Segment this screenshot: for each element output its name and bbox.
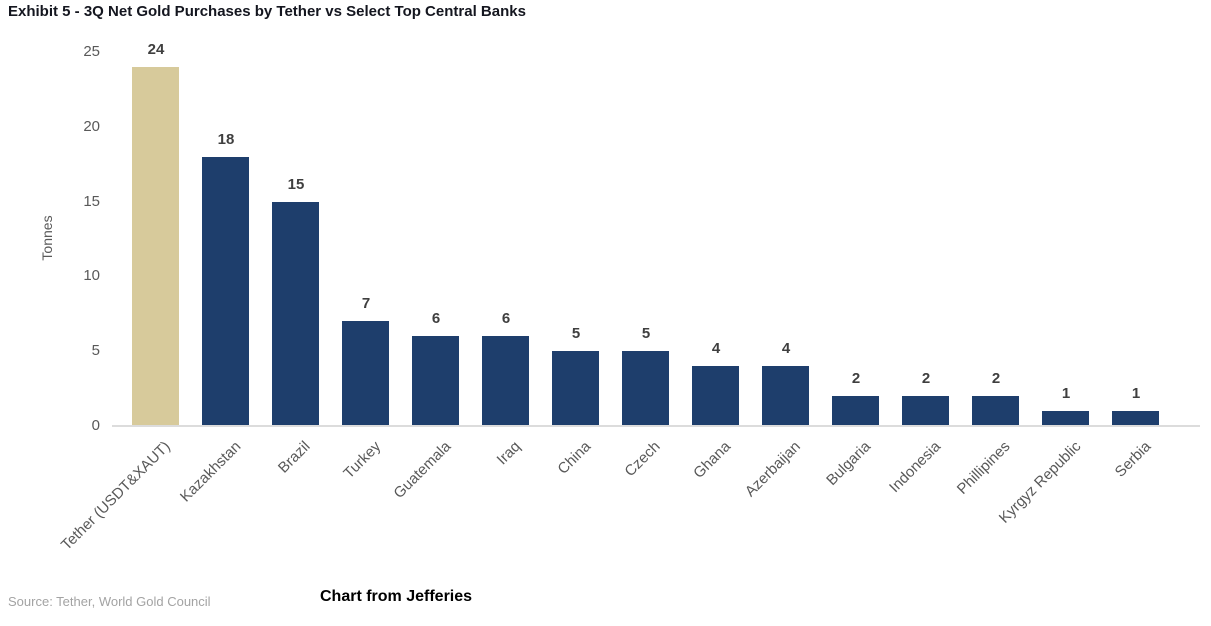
x-axis-label: Indonesia — [885, 438, 945, 497]
bar-tether-usdt-xaut- — [132, 67, 179, 426]
value-label: 24 — [147, 41, 165, 58]
value-label: 5 — [571, 325, 581, 342]
x-axis-label: China — [554, 438, 595, 478]
y-tick-label-10: 10 — [83, 267, 100, 285]
x-axis-label: Phillipines — [954, 438, 1015, 498]
value-label: 2 — [851, 370, 861, 387]
x-axis-label: Iraq — [493, 438, 525, 469]
value-label: 1 — [1131, 385, 1141, 402]
value-label: 5 — [641, 325, 651, 342]
bar-bulgaria — [832, 396, 879, 426]
bar-iraq — [482, 336, 529, 426]
x-axis-label: Serbia — [1111, 438, 1155, 481]
y-tick-label-5: 5 — [91, 342, 100, 360]
value-label: 4 — [711, 340, 721, 357]
source-text: Source: Tether, World Gold Council — [8, 594, 211, 609]
bar-indonesia — [902, 396, 949, 426]
bar-kazakhstan — [202, 157, 249, 426]
bar-kyrgyz-republic — [1042, 411, 1089, 426]
y-tick-label-25: 25 — [83, 43, 100, 60]
value-label: 2 — [991, 370, 1001, 387]
x-axis-label: Azerbaijan — [741, 438, 805, 501]
value-label: 6 — [501, 310, 511, 327]
y-tick-label-0: 0 — [91, 417, 100, 434]
value-label: 15 — [287, 176, 305, 193]
x-axis-label: Brazil — [275, 438, 315, 477]
y-tick-label-15: 15 — [83, 192, 100, 210]
x-axis-label: Turkey — [339, 438, 385, 483]
bar-czech — [622, 351, 669, 426]
y-tick-label-20: 20 — [83, 117, 100, 135]
bar-serbia — [1112, 411, 1159, 426]
value-label: 1 — [1061, 385, 1071, 402]
x-axis-label: Kazakhstan — [176, 438, 245, 506]
x-axis-baseline — [112, 425, 1200, 427]
bar-phillipines — [972, 396, 1019, 426]
caption-text: Chart from Jefferies — [320, 588, 473, 605]
x-axis-label: Ghana — [690, 438, 735, 482]
bar-china — [552, 351, 599, 426]
y-axis-label: Tonnes — [39, 215, 55, 261]
x-axis-label: Guatemala — [390, 438, 455, 502]
value-label: 2 — [921, 370, 931, 387]
chart-title: Exhibit 5 - 3Q Net Gold Purchases by Tet… — [8, 3, 526, 20]
bar-azerbaijan — [762, 366, 809, 426]
bar-turkey — [342, 321, 389, 426]
value-label: 6 — [431, 310, 441, 327]
value-label: 7 — [361, 295, 371, 312]
value-label: 18 — [217, 131, 235, 148]
bar-ghana — [692, 366, 739, 426]
bar-brazil — [272, 202, 319, 426]
x-axis-label: Bulgaria — [823, 438, 875, 489]
x-axis-label: Tether (USDT&XAUT) — [58, 438, 175, 554]
x-axis-label: Czech — [621, 438, 665, 481]
bar-guatemala — [412, 336, 459, 426]
value-label: 4 — [781, 340, 791, 357]
